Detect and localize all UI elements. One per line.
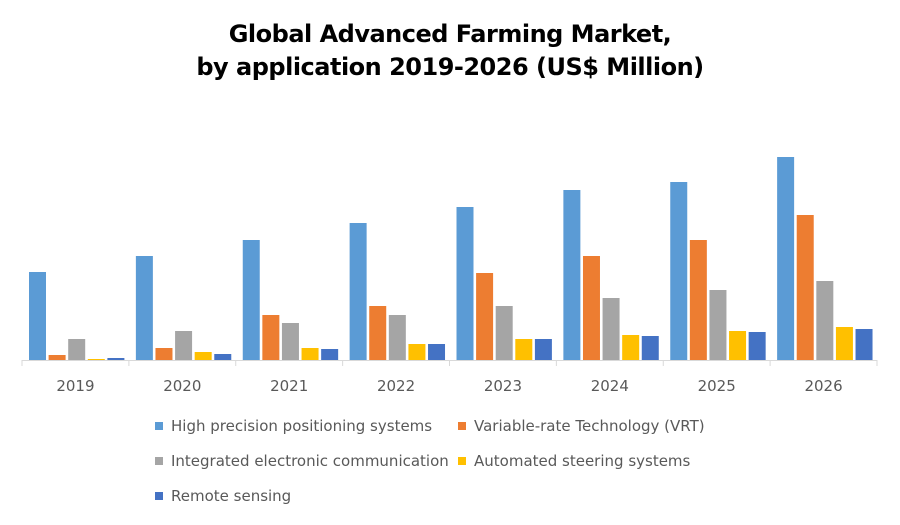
bar-2024-series-4 xyxy=(641,336,659,360)
bar-2022-series-2 xyxy=(388,315,406,360)
bar-2023-series-3 xyxy=(515,339,533,360)
bar-2022-series-0 xyxy=(349,223,367,360)
bar-2021-series-2 xyxy=(281,323,299,360)
bar-2026-series-2 xyxy=(816,281,834,360)
legend-label: Integrated electronic communication xyxy=(171,452,449,470)
legend-swatch xyxy=(458,457,466,465)
bar-2024-series-2 xyxy=(602,298,620,360)
bar-2025-series-4 xyxy=(748,332,766,360)
bar-2023-series-4 xyxy=(534,339,552,360)
bar-2021-series-4 xyxy=(321,349,339,360)
x-tick-label: 2023 xyxy=(484,377,522,395)
legend-swatch xyxy=(458,422,466,430)
bar-2024-series-3 xyxy=(622,335,640,360)
legend-label: High precision positioning systems xyxy=(171,417,433,435)
title-line-1: Global Advanced Farming Market, xyxy=(228,20,672,48)
x-tick-label: 2024 xyxy=(591,377,629,395)
bar-2026-series-3 xyxy=(835,327,853,360)
bar-2022-series-1 xyxy=(369,306,387,360)
legend-item: Integrated electronic communication xyxy=(155,452,449,470)
bar-2025-series-0 xyxy=(670,182,688,360)
legend-swatch xyxy=(155,457,163,465)
bar-2022-series-4 xyxy=(428,344,446,360)
bar-2025-series-2 xyxy=(709,290,727,360)
legend-label: Remote sensing xyxy=(171,487,292,505)
bar-2019-series-4 xyxy=(107,358,125,360)
bar-2020-series-2 xyxy=(175,331,193,360)
bar-2019-series-1 xyxy=(48,355,66,360)
bar-2020-series-0 xyxy=(135,256,153,360)
title-line-2: by application 2019-2026 (US$ Million) xyxy=(196,53,704,81)
legend-item: Remote sensing xyxy=(155,487,291,505)
bar-2019-series-0 xyxy=(29,272,46,360)
bar-2023-series-2 xyxy=(495,306,513,360)
bar-2020-series-3 xyxy=(194,352,212,360)
bar-2023-series-1 xyxy=(476,273,494,360)
bar-2024-series-0 xyxy=(563,190,581,360)
chart-title: Global Advanced Farming Market, by appli… xyxy=(0,18,900,84)
x-tick-label: 2019 xyxy=(56,377,94,395)
legend-item: High precision positioning systems xyxy=(155,417,432,435)
bar-2019-series-3 xyxy=(87,359,105,360)
x-tick-label: 2022 xyxy=(377,377,415,395)
x-tick-label: 2025 xyxy=(698,377,736,395)
legend-swatch xyxy=(155,492,163,500)
bar-2022-series-3 xyxy=(408,344,426,360)
legend-label: Automated steering systems xyxy=(474,452,691,470)
bar-2025-series-3 xyxy=(729,331,747,360)
legend-item: Automated steering systems xyxy=(458,452,690,470)
bar-2020-series-1 xyxy=(155,348,173,360)
bar-2019-series-2 xyxy=(68,339,86,360)
bar-2023-series-0 xyxy=(456,207,474,360)
x-tick-label: 2026 xyxy=(804,377,842,395)
legend-item: Variable-rate Technology (VRT) xyxy=(458,417,705,435)
x-tick-label: 2020 xyxy=(163,377,201,395)
bar-2021-series-0 xyxy=(242,240,260,360)
x-tick-label: 2021 xyxy=(270,377,308,395)
bar-2025-series-1 xyxy=(689,240,707,360)
bar-2026-series-1 xyxy=(796,215,814,360)
bar-2026-series-4 xyxy=(855,329,873,360)
bar-2024-series-1 xyxy=(582,256,600,360)
legend-swatch xyxy=(155,422,163,430)
bar-2021-series-1 xyxy=(262,315,280,360)
bar-2021-series-3 xyxy=(301,348,319,360)
bar-2026-series-0 xyxy=(777,157,795,360)
legend-label: Variable-rate Technology (VRT) xyxy=(474,417,705,435)
bar-2020-series-4 xyxy=(214,354,232,360)
